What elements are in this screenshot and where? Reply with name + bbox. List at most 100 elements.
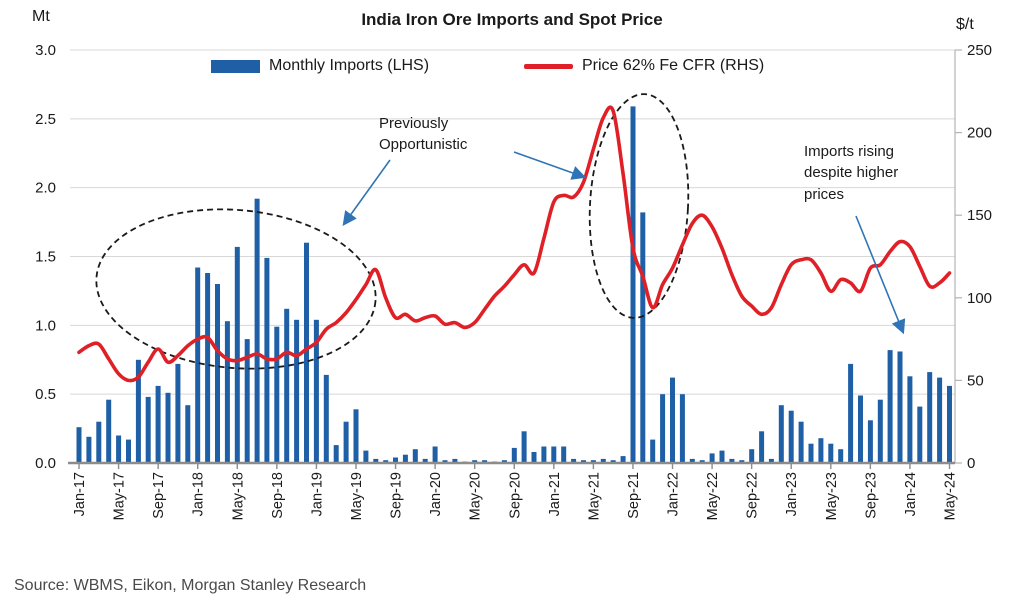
import-bar bbox=[887, 350, 893, 463]
import-bar bbox=[482, 460, 488, 463]
axes: Jan-17 May-17 Sep-17 Jan-18 May-18 Sep-18 Jan-… bbox=[35, 42, 992, 520]
x-tick-label: May-20 bbox=[468, 472, 484, 520]
import-bar bbox=[116, 435, 122, 463]
import-bar bbox=[432, 446, 438, 463]
right-axis-unit-label: $/t bbox=[956, 16, 974, 33]
right-axis-tick-label: 50 bbox=[967, 372, 984, 389]
import-bar bbox=[96, 421, 102, 463]
import-bar bbox=[848, 363, 854, 463]
import-bar bbox=[511, 447, 517, 463]
legend-item-imports: Monthly Imports (LHS) bbox=[211, 55, 429, 77]
import-bar bbox=[610, 460, 616, 463]
x-tick-label: Sep-23 bbox=[863, 472, 879, 519]
import-bar bbox=[907, 376, 913, 463]
x-tick-label: May-17 bbox=[112, 472, 128, 520]
import-bar bbox=[205, 273, 211, 463]
import-bar bbox=[689, 458, 695, 463]
import-bar bbox=[699, 460, 705, 463]
import-bar bbox=[709, 453, 715, 463]
opportunistic-ellipse bbox=[95, 208, 377, 370]
x-tick-label: Sep-22 bbox=[745, 472, 761, 519]
left-axis-tick-label: 2.0 bbox=[35, 180, 56, 197]
import-bar bbox=[551, 446, 557, 463]
import-bar bbox=[175, 363, 181, 463]
import-bar bbox=[402, 454, 408, 463]
import-bar bbox=[561, 446, 567, 463]
import-bar bbox=[185, 405, 191, 463]
import-bar bbox=[323, 374, 329, 463]
import-bar bbox=[333, 445, 339, 463]
opportunistic-arrow-right bbox=[513, 151, 587, 180]
import-bar bbox=[670, 377, 675, 463]
import-bar bbox=[867, 420, 873, 463]
right-axis-tick-label: 250 bbox=[967, 42, 992, 59]
price-legend-label: Price 62% Fe CFR (RHS) bbox=[582, 57, 765, 74]
import-bar bbox=[195, 267, 201, 463]
import-bar bbox=[640, 212, 646, 463]
x-tick-label: Sep-19 bbox=[389, 472, 405, 519]
left-axis-tick-label: 1.5 bbox=[35, 249, 56, 266]
import-bar bbox=[254, 198, 260, 463]
annotation-imports-rising: Imports rising despite higher prices bbox=[804, 143, 899, 203]
right-axis-tick-label: 200 bbox=[967, 125, 992, 142]
imports-legend-label: Monthly Imports (LHS) bbox=[269, 57, 430, 74]
import-bar bbox=[719, 450, 725, 463]
x-tick-label: Jan-18 bbox=[191, 472, 207, 516]
import-bar bbox=[135, 359, 141, 464]
left-axis-tick-label: 0.0 bbox=[35, 455, 56, 472]
import-bar bbox=[274, 326, 280, 463]
import-bar bbox=[422, 458, 428, 463]
import-bar bbox=[215, 284, 220, 463]
x-tick-label: May-24 bbox=[943, 472, 959, 520]
x-tick-label: Jan-21 bbox=[547, 472, 563, 516]
import-bar bbox=[739, 460, 745, 463]
x-tick-label: May-19 bbox=[349, 472, 365, 520]
import-bar bbox=[284, 308, 290, 463]
import-bar bbox=[412, 449, 418, 463]
import-bar bbox=[581, 460, 586, 463]
import-bar bbox=[244, 339, 250, 463]
price-line-series bbox=[77, 105, 952, 383]
import-bar bbox=[650, 439, 656, 463]
import-bar bbox=[927, 372, 933, 463]
import-bar bbox=[778, 405, 784, 463]
import-bar bbox=[759, 431, 765, 463]
legend-item-price: Price 62% Fe CFR (RHS) bbox=[524, 55, 764, 77]
import-bar bbox=[383, 460, 389, 463]
import-bar bbox=[897, 351, 903, 463]
import-bar bbox=[818, 438, 824, 463]
right-axis-tick-label: 100 bbox=[967, 290, 992, 307]
import-bar bbox=[620, 456, 626, 463]
imports-rising-arrow bbox=[855, 215, 906, 335]
x-tick-label: Jan-24 bbox=[903, 472, 919, 516]
x-tick-label: May-23 bbox=[824, 472, 840, 520]
import-bar bbox=[373, 458, 379, 463]
x-tick-label: Jan-17 bbox=[72, 472, 88, 516]
import-bar bbox=[798, 421, 804, 463]
import-bar bbox=[165, 392, 171, 463]
import-bar bbox=[630, 106, 636, 464]
import-bar bbox=[590, 460, 596, 463]
import-bar bbox=[947, 385, 952, 463]
import-bar bbox=[521, 431, 527, 463]
import-bar bbox=[937, 377, 943, 463]
left-axis-unit-label: Mt bbox=[32, 8, 50, 25]
import-bar bbox=[224, 321, 230, 463]
opportunistic-arrow-left bbox=[342, 159, 391, 226]
import-bar bbox=[531, 452, 537, 463]
price-line bbox=[77, 105, 952, 383]
annotation-ellipses bbox=[95, 93, 690, 370]
x-tick-label: May-18 bbox=[230, 472, 246, 520]
chart-title: India Iron Ore Imports and Spot Price bbox=[361, 10, 663, 29]
imports-legend-swatch bbox=[211, 59, 260, 73]
import-bar bbox=[877, 399, 883, 463]
x-tick-label: May-21 bbox=[586, 472, 602, 520]
import-bar bbox=[768, 458, 774, 463]
right-axis-tick-label: 150 bbox=[967, 207, 992, 224]
import-bar bbox=[353, 409, 359, 463]
import-bar bbox=[788, 410, 794, 463]
annotation-previously-opportunistic: Previously Opportunistic bbox=[379, 115, 468, 154]
x-tick-label: Sep-17 bbox=[151, 472, 167, 519]
import-bar bbox=[660, 394, 666, 463]
left-axis-tick-label: 3.0 bbox=[35, 42, 56, 59]
